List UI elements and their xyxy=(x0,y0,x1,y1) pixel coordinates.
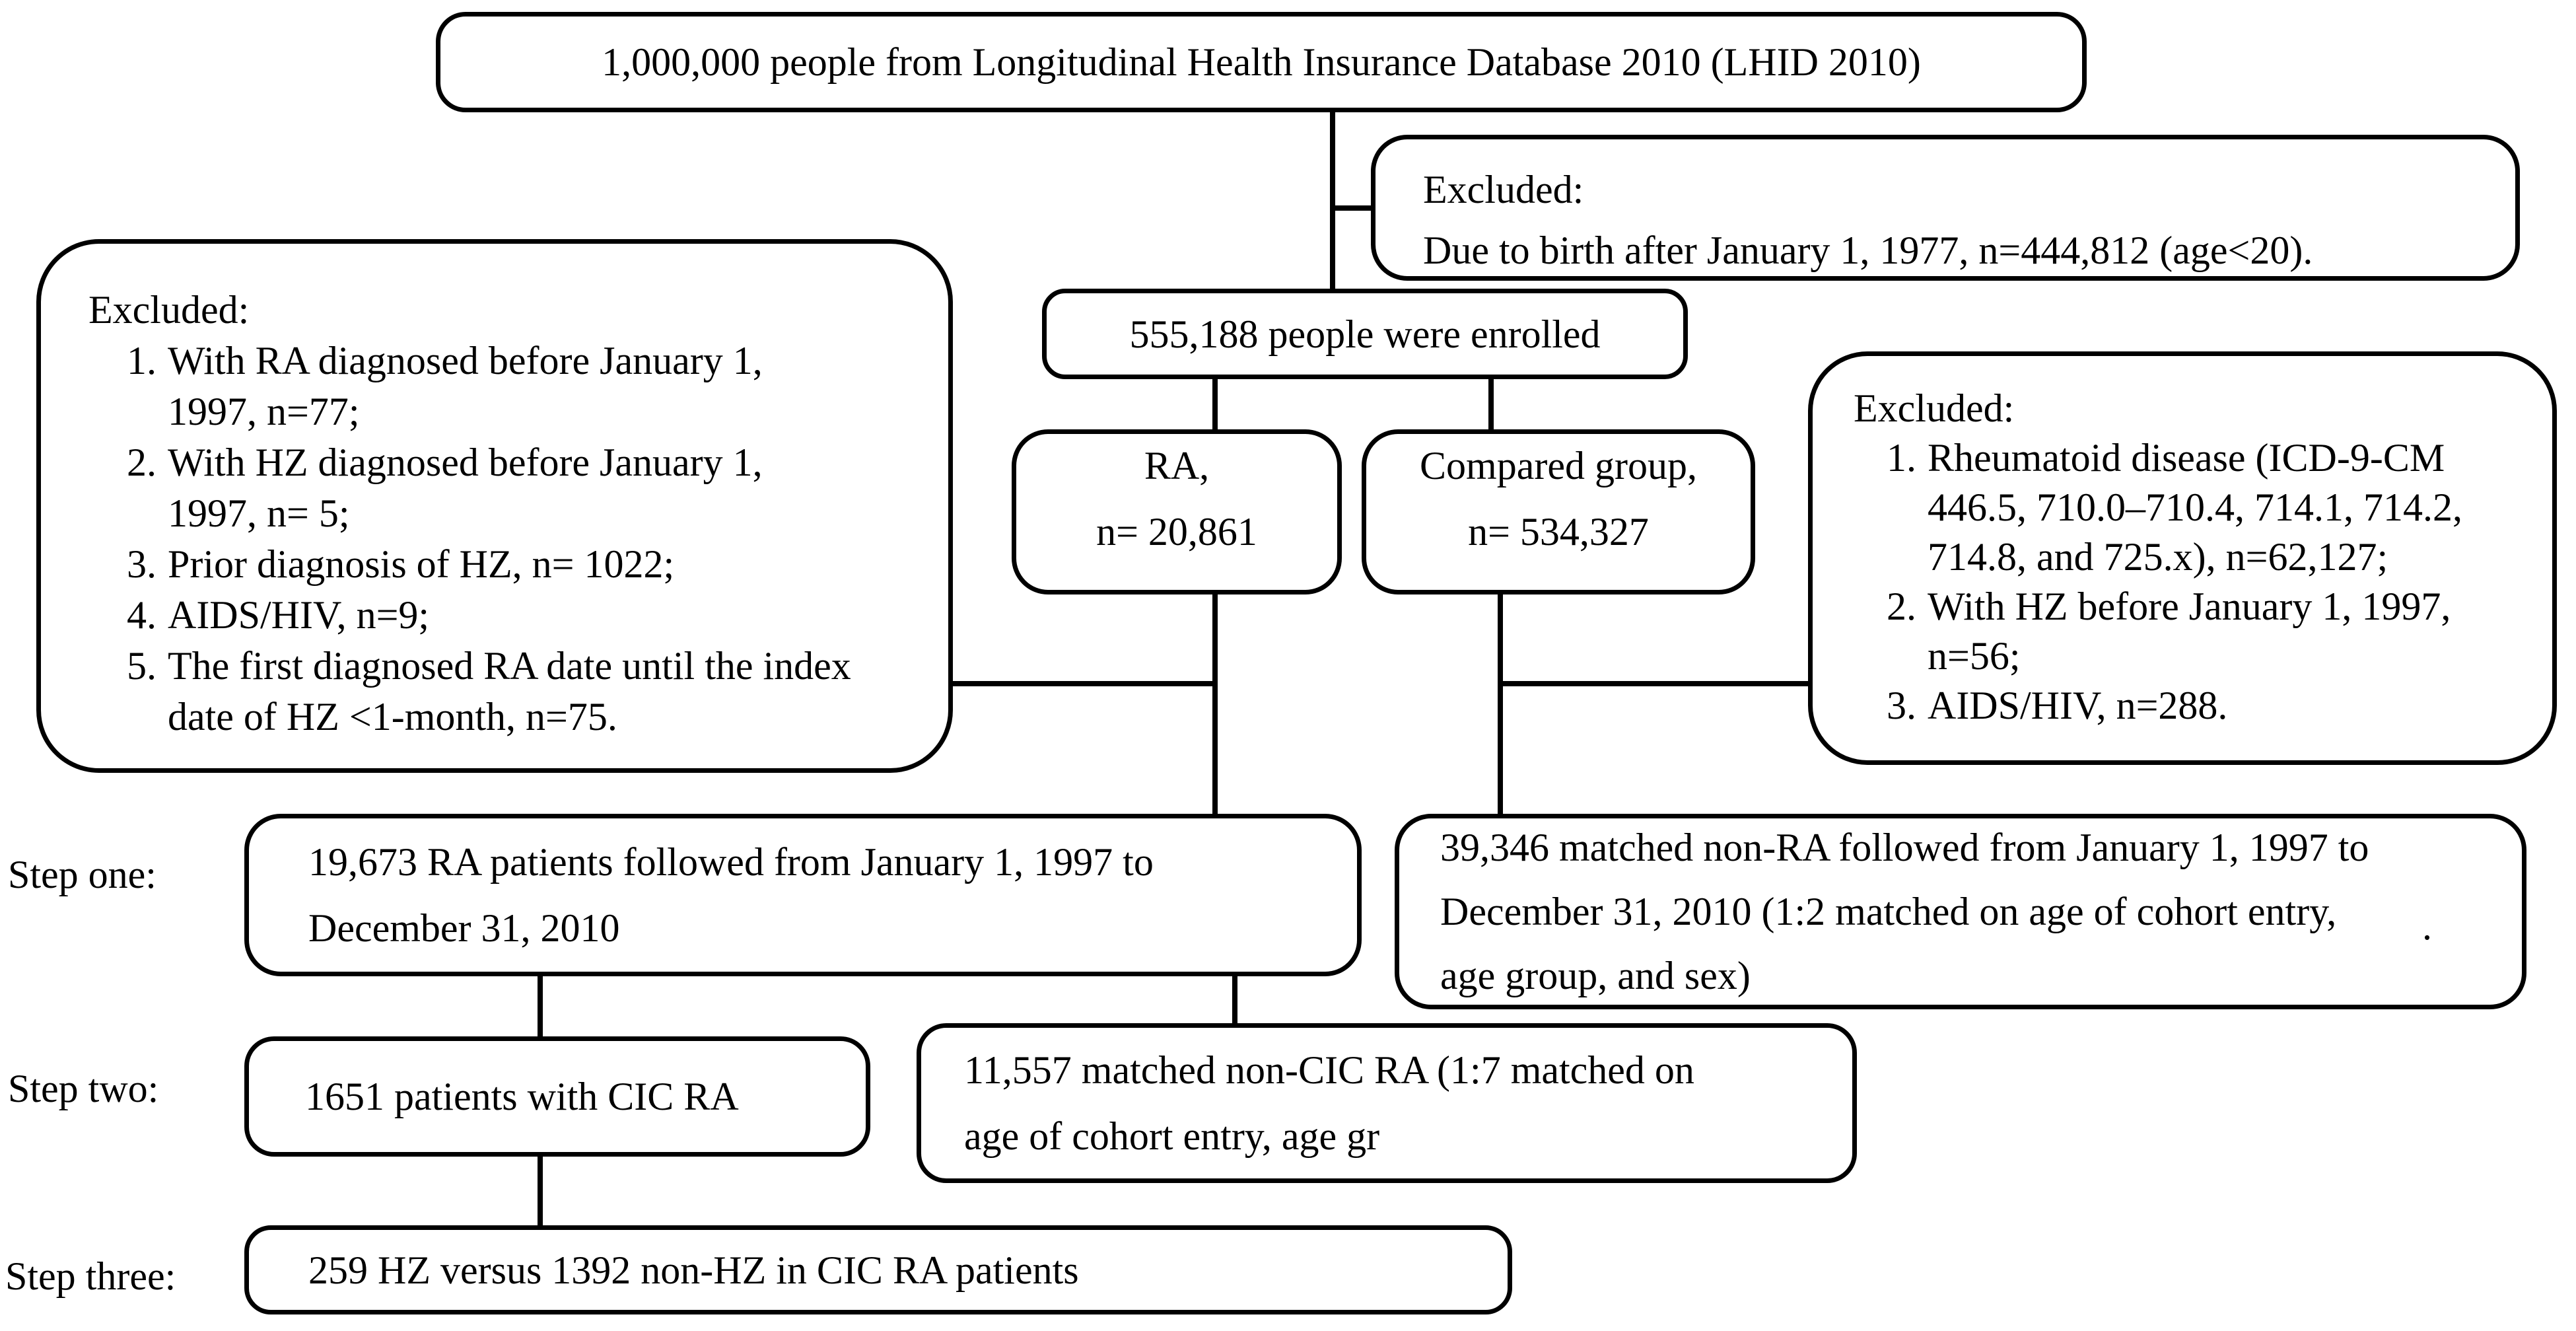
step-two-label: Step two: xyxy=(8,1067,159,1110)
box-line: 1651 patients with CIC RA xyxy=(305,1075,739,1118)
item-text: With HZ diagnosed before January 1, 1997… xyxy=(168,437,763,539)
compared-group-count: n= 534,327 xyxy=(1468,510,1649,554)
item-line: 1997, n=77; xyxy=(168,390,360,433)
excluded-compared-criteria-box: Excluded: 1. Rheumatoid disease (ICD-9-C… xyxy=(1808,351,2557,765)
ra-group-count: n= 20,861 xyxy=(1096,510,1257,554)
item-number: 1. xyxy=(1887,436,1916,480)
enrolled-text: 555,188 people were enrolled xyxy=(1129,312,1601,356)
box-line: December 31, 2010 xyxy=(308,906,620,950)
item-text: With HZ before January 1, 1997, n=56; xyxy=(1928,582,2451,681)
excluded-ra-item-4: 4. AIDS/HIV, n=9; xyxy=(127,590,932,641)
step-two-cic-ra-box: 1651 patients with CIC RA xyxy=(244,1036,870,1157)
item-number: 3. xyxy=(1887,684,1916,727)
item-number: 4. xyxy=(127,593,157,637)
excluded-ra-title: Excluded: xyxy=(88,288,250,332)
ra-group-box: RA, n= 20,861 xyxy=(1012,429,1342,594)
compared-group-label: Compared group, xyxy=(1420,444,1697,487)
item-line: Prior diagnosis of HZ, n= 1022; xyxy=(168,542,675,586)
connector-enrolled-to-compared xyxy=(1488,377,1494,432)
box-line: 19,673 RA patients followed from January… xyxy=(308,840,1154,884)
connector-compared-to-step-one xyxy=(1498,592,1503,816)
compared-group-box: Compared group, n= 534,327 xyxy=(1362,429,1755,594)
connector-step-one-to-step-two-right xyxy=(1232,974,1237,1026)
item-line: 714.8, and 725.x), n=62,127; xyxy=(1928,535,2388,579)
connector-step-one-to-step-two-left xyxy=(538,974,543,1039)
box-line: age group, and sex) xyxy=(1440,953,1751,997)
item-line: AIDS/HIV, n=288. xyxy=(1928,684,2228,727)
item-text: The first diagnosed RA date until the in… xyxy=(168,641,851,742)
item-line: n=56; xyxy=(1928,634,2021,678)
item-line: 1997, n= 5; xyxy=(168,491,350,535)
excluded-ra-item-1: 1. With RA diagnosed before January 1, 1… xyxy=(127,336,932,437)
step-one-matched-nonra-box: 39,346 matched non-RA followed from Janu… xyxy=(1395,814,2526,1009)
box-line: 11,557 matched non-CIC RA (1:7 matched o… xyxy=(964,1048,1694,1092)
excluded-compared-item-2: 2. With HZ before January 1, 1997, n=56; xyxy=(1887,582,2542,681)
box-line: 39,346 matched non-RA followed from Janu… xyxy=(1440,825,2369,869)
step-two-matched-noncic-box: 11,557 matched non-CIC RA (1:7 matched o… xyxy=(917,1023,1857,1183)
item-text: With RA diagnosed before January 1, 1997… xyxy=(168,336,763,437)
source-population-box: 1,000,000 people from Longitudinal Healt… xyxy=(436,12,2087,112)
item-line: AIDS/HIV, n=9; xyxy=(168,593,430,637)
connector-to-excluded-birth-box xyxy=(1333,205,1374,211)
excluded-ra-criteria-box: Excluded: 1. With RA diagnosed before Ja… xyxy=(36,239,953,773)
item-text: AIDS/HIV, n=9; xyxy=(168,590,429,641)
item-number: 5. xyxy=(127,644,157,688)
item-number: 1. xyxy=(127,339,157,382)
excluded-ra-item-3: 3. Prior diagnosis of HZ, n= 1022; xyxy=(127,539,932,590)
enrolled-box: 555,188 people were enrolled xyxy=(1042,289,1688,379)
connector-step-two-to-step-three xyxy=(538,1154,543,1228)
excluded-birth-box: Excluded: Due to birth after January 1, … xyxy=(1371,135,2520,281)
box-line: December 31, 2010 (1:2 matched on age of… xyxy=(1440,889,2337,933)
item-line: With RA diagnosed before January 1, xyxy=(168,339,763,382)
connector-enrolled-to-ra xyxy=(1212,377,1218,432)
box-line: 259 HZ versus 1392 non-HZ in CIC RA pati… xyxy=(308,1248,1079,1292)
item-line: With HZ diagnosed before January 1, xyxy=(168,441,763,484)
excluded-ra-item-2: 2. With HZ diagnosed before January 1, 1… xyxy=(127,437,932,539)
item-number: 3. xyxy=(127,542,157,586)
step-one-ra-followed-box: 19,673 RA patients followed from January… xyxy=(244,814,1362,976)
item-line: With HZ before January 1, 1997, xyxy=(1928,585,2451,628)
item-line: Rheumatoid disease (ICD-9-CM xyxy=(1928,436,2445,480)
excluded-birth-title: Excluded: xyxy=(1423,168,1584,211)
item-text: Prior diagnosis of HZ, n= 1022; xyxy=(168,539,674,590)
connector-excluded-right-branch xyxy=(1500,681,1811,686)
item-line: 446.5, 710.0–710.4, 714.1, 714.2, xyxy=(1928,486,2462,529)
ra-group-label: RA, xyxy=(1144,444,1210,487)
source-population-text: 1,000,000 people from Longitudinal Healt… xyxy=(602,40,1921,84)
connector-ra-to-step-one xyxy=(1212,592,1218,816)
excluded-compared-item-3: 3. AIDS/HIV, n=288. xyxy=(1887,681,2542,731)
excluded-ra-item-5: 5. The first diagnosed RA date until the… xyxy=(127,641,932,742)
stray-dot-artifact: . xyxy=(2422,904,2432,948)
item-line: date of HZ <1-month, n=75. xyxy=(168,695,617,738)
step-one-label: Step one: xyxy=(8,853,157,896)
excluded-compared-item-1: 1. Rheumatoid disease (ICD-9-CM 446.5, 7… xyxy=(1887,433,2542,582)
excluded-compared-title: Excluded: xyxy=(1854,386,2015,430)
excluded-birth-line: Due to birth after January 1, 1977, n=44… xyxy=(1423,229,2313,272)
item-line: The first diagnosed RA date until the in… xyxy=(168,644,851,688)
item-number: 2. xyxy=(127,441,157,484)
connector-excluded-left-branch xyxy=(950,681,1215,686)
item-text: Rheumatoid disease (ICD-9-CM 446.5, 710.… xyxy=(1928,433,2462,582)
connector-topbox-to-enrolled xyxy=(1330,110,1335,291)
item-text: AIDS/HIV, n=288. xyxy=(1928,681,2227,731)
box-line: age of cohort entry, age gr xyxy=(964,1114,1380,1158)
step-three-hz-comparison-box: 259 HZ versus 1392 non-HZ in CIC RA pati… xyxy=(244,1225,1512,1314)
step-three-label: Step three: xyxy=(5,1254,176,1298)
item-number: 2. xyxy=(1887,585,1916,628)
